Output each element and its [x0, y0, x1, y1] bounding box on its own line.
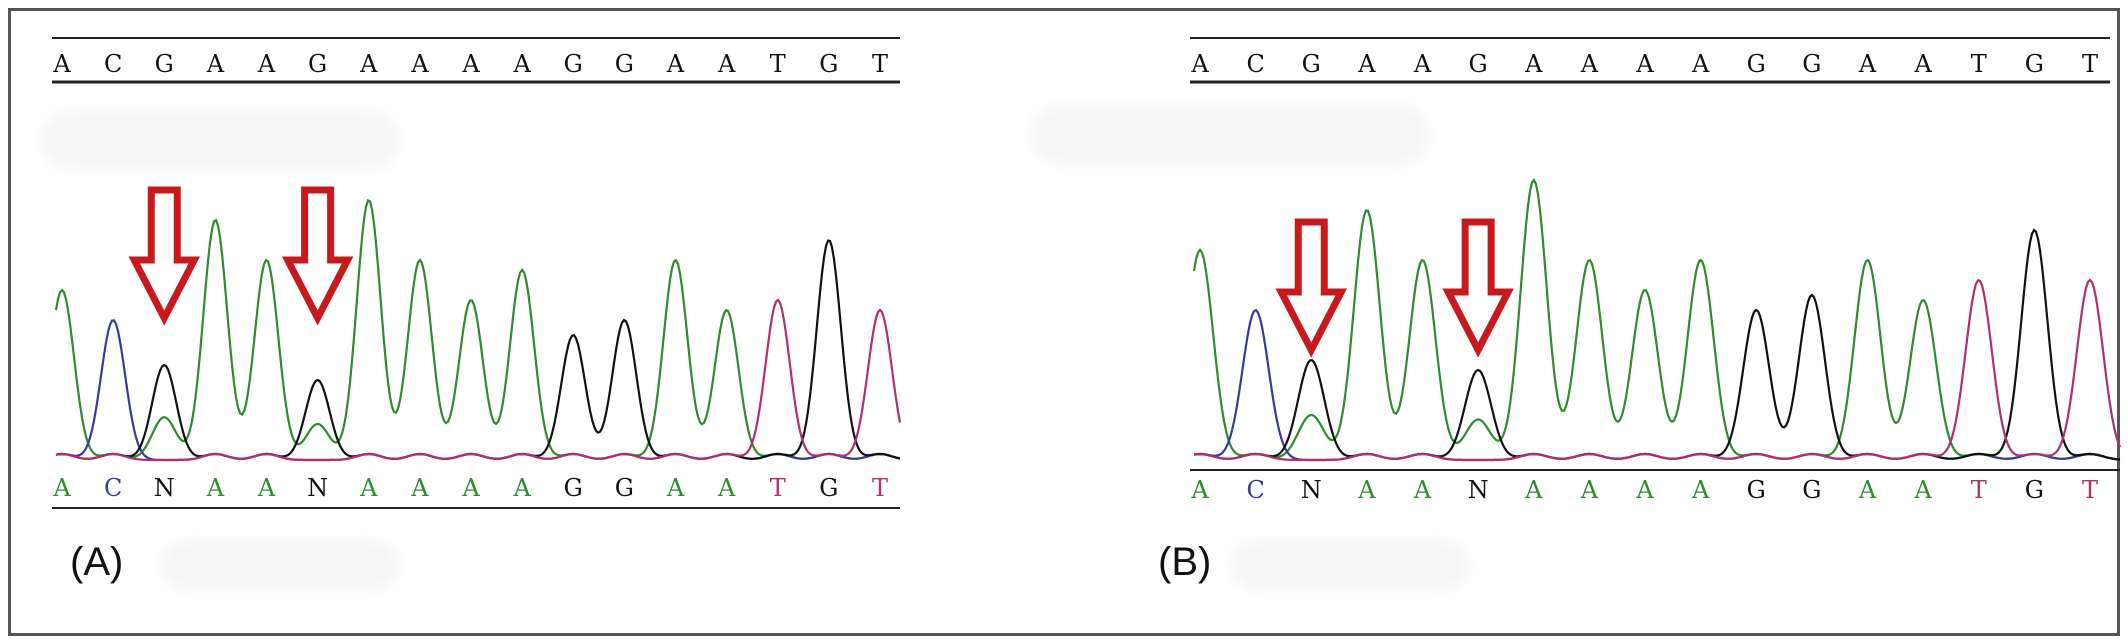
- called-base: A: [512, 474, 531, 502]
- reference-base: G: [1802, 50, 1821, 78]
- erased-region: [40, 110, 400, 170]
- trace-a: [1192, 177, 2121, 461]
- reference-base: G: [564, 50, 583, 78]
- called-base: N: [1468, 476, 1489, 504]
- called-base: G: [819, 474, 838, 502]
- reference-base: G: [1302, 50, 1321, 78]
- trace-t: [55, 298, 902, 462]
- reference-base: G: [819, 50, 838, 78]
- reference-base: A: [1413, 50, 1432, 78]
- called-base: A: [206, 474, 225, 502]
- called-base: A: [410, 474, 429, 502]
- reference-base: A: [410, 50, 429, 78]
- reference-base: A: [512, 50, 531, 78]
- called-base: G: [615, 474, 634, 502]
- reference-base: A: [666, 50, 685, 78]
- panel-label-b: (B): [1158, 540, 1212, 584]
- reference-base: G: [308, 50, 327, 78]
- reference-base: A: [1913, 50, 1932, 78]
- called-base: A: [257, 474, 276, 502]
- reference-base: A: [206, 50, 225, 78]
- chromatogram-b: A C G A A G A A A A G G A A T G T A C N A A N A A A A G G A A T G T: [1190, 37, 2122, 504]
- reference-base: A: [359, 50, 378, 78]
- called-base: A: [359, 474, 378, 502]
- called-base: G: [2025, 476, 2044, 504]
- reference-base: A: [1190, 50, 1209, 78]
- reference-base: T: [872, 50, 888, 78]
- called-base: A: [1691, 476, 1710, 504]
- reference-base: A: [1580, 50, 1599, 78]
- called-base: A: [717, 474, 736, 502]
- called-base: A: [1858, 476, 1877, 504]
- reference-base: T: [2082, 50, 2098, 78]
- called-base: G: [564, 474, 583, 502]
- called-base: N: [307, 474, 328, 502]
- called-base: T: [2082, 476, 2098, 504]
- called-base: G: [1747, 476, 1766, 504]
- trace-a: [54, 198, 901, 460]
- reference-base: T: [1971, 50, 1987, 78]
- called-base: A: [1190, 476, 1209, 504]
- called-base: A: [1413, 476, 1432, 504]
- called-base: A: [666, 474, 685, 502]
- reference-base: A: [1524, 50, 1543, 78]
- reference-base: C: [104, 50, 122, 78]
- mutation-arrow: [281, 186, 354, 326]
- erased-region: [1230, 540, 1470, 590]
- panel-label-a: (A): [70, 540, 124, 584]
- called-base: N: [1301, 476, 1322, 504]
- chromatogram-a: A C G A A G A A A A G G A A T G T A C N A A N A A A A G G A A T G T: [52, 37, 902, 509]
- reference-base: G: [1747, 50, 1766, 78]
- trace-c: [55, 319, 901, 462]
- erased-region: [1030, 105, 1430, 165]
- called-base: A: [1357, 476, 1376, 504]
- called-base: N: [154, 474, 175, 502]
- called-base: A: [1913, 476, 1932, 504]
- called-base: A: [52, 474, 71, 502]
- called-base: T: [1971, 476, 1987, 504]
- called-base: A: [1635, 476, 1654, 504]
- trace-t: [1193, 278, 2122, 462]
- called-base: C: [1246, 476, 1264, 504]
- reference-base: A: [257, 50, 276, 78]
- reference-base: G: [2025, 50, 2044, 78]
- reference-base: A: [1858, 50, 1877, 78]
- called-base: G: [1802, 476, 1821, 504]
- reference-base: A: [1635, 50, 1654, 78]
- erased-region: [160, 540, 400, 590]
- mutation-arrow: [128, 186, 201, 326]
- called-base: A: [461, 474, 480, 502]
- panel-a: A C G A A G A A A A G G A A T G T A C N A A N A A A A G G A A T G T: [0, 0, 1000, 622]
- called-base: T: [770, 474, 786, 502]
- reference-base: G: [1469, 50, 1488, 78]
- reference-base: C: [1246, 50, 1264, 78]
- reference-base: T: [770, 50, 786, 78]
- reference-base: A: [717, 50, 736, 78]
- reference-base: G: [615, 50, 634, 78]
- panel-b: A C G A A G A A A A G G A A T G T A C N A A N A A A A G G A A T G T: [1060, 0, 2122, 622]
- called-base: T: [872, 474, 888, 502]
- reference-base: A: [1691, 50, 1710, 78]
- reference-base: A: [1357, 50, 1376, 78]
- reference-base: A: [52, 50, 71, 78]
- mutation-arrow: [1275, 218, 1348, 358]
- called-base: A: [1580, 476, 1599, 504]
- reference-base: A: [461, 50, 480, 78]
- called-base: A: [1524, 476, 1543, 504]
- mutation-arrow: [1442, 218, 1514, 358]
- reference-base: G: [155, 50, 174, 78]
- called-base: C: [104, 474, 122, 502]
